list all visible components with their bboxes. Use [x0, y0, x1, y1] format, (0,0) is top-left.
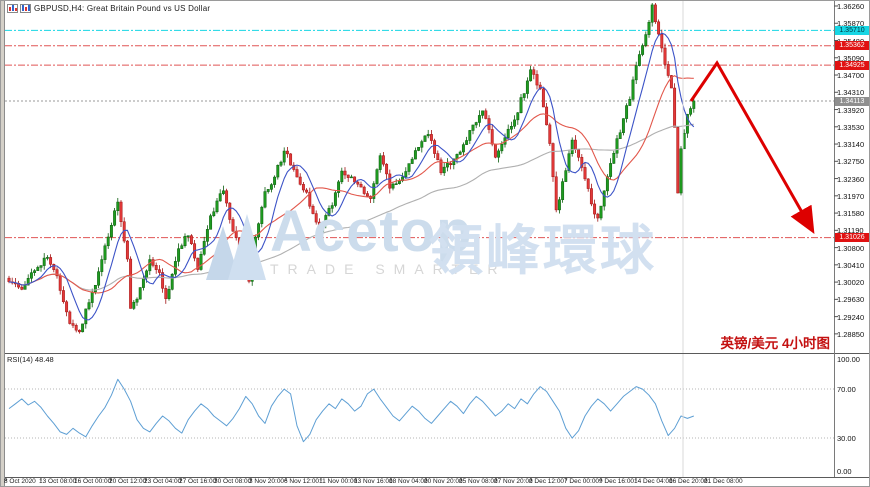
platform-logo-icon — [20, 4, 31, 13]
watermark-brand: Acetop — [270, 199, 473, 264]
bar-chart-icon — [7, 4, 18, 13]
price-axis[interactable] — [835, 1, 869, 477]
chart-title: GBPUSD,H4: Great Britain Pound vs US Dol… — [34, 4, 211, 13]
watermark-tagline: TRADE SMARTER — [270, 261, 507, 277]
watermark-chinese: 領峰環球 — [429, 221, 657, 281]
acetop-logo-icon — [206, 212, 268, 280]
rsi-indicator-label: RSI(14) 48.48 — [7, 355, 54, 364]
forecast-annotation: 英镑/美元 4小时图 — [720, 336, 830, 351]
watermark: Acetop TRADE SMARTER 領峰環球 — [204, 199, 684, 294]
time-axis[interactable] — [1, 478, 869, 486]
window-left-edge — [1, 1, 5, 486]
